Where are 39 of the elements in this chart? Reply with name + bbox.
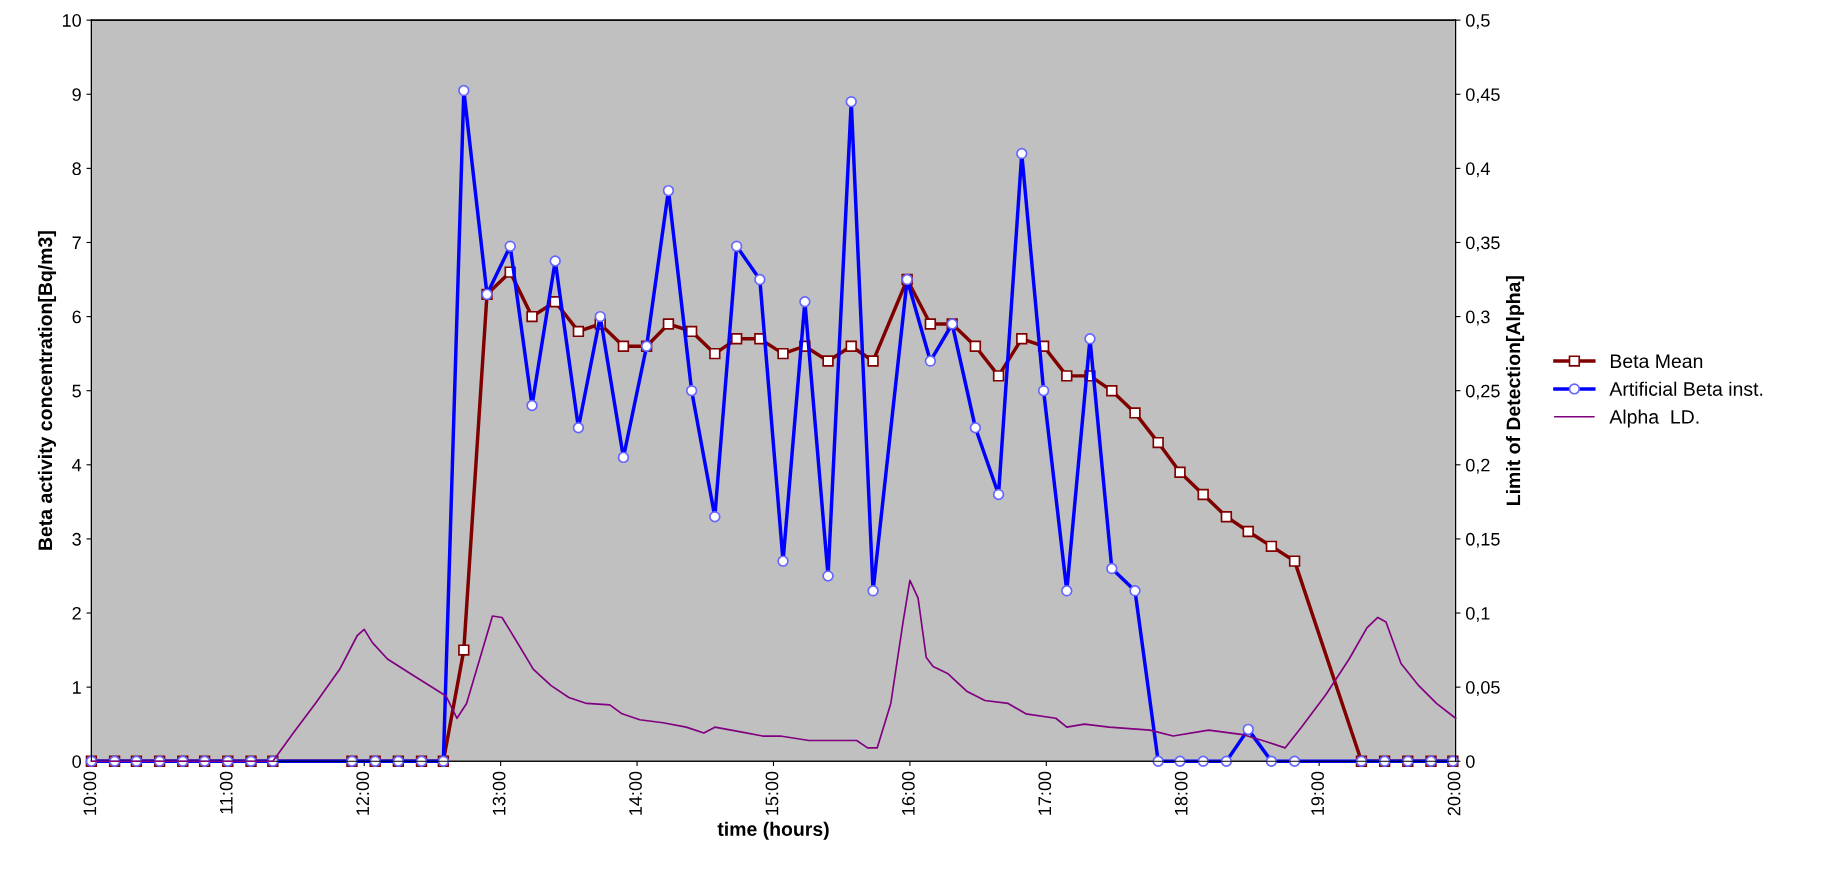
y2-tick-label: 0,15 [1466,532,1500,548]
y-tick-label: 3 [72,532,81,546]
y2-tick-label: 0,4 [1466,162,1490,178]
y-tick-label: 2 [72,606,81,620]
y2-tick-label: 0,3 [1466,310,1490,326]
x-tick-label: 20:00 [1447,771,1461,816]
y-tick-label: 1 [73,681,81,694]
y2-tick-label: 0,35 [1466,236,1500,252]
y-tick-label: 7 [72,236,81,250]
y2-tick-label: 0,1 [1466,606,1490,622]
x-tick-label: 16:00 [901,771,915,815]
legend-label: Beta Mean [1610,354,1703,369]
x-tick-label: 17:00 [1038,771,1052,815]
x-tick-label: 18:00 [1174,771,1188,815]
x-tick-label: 11:00 [219,771,233,814]
y-tick-label: 4 [72,458,82,472]
x-tick-label: 14:00 [629,771,642,815]
y2-tick-label: 0,45 [1466,88,1500,104]
y2-tick-label: 0,05 [1466,681,1500,696]
x-tick-label: 13:00 [492,771,506,815]
y-tick-label: 10 [62,14,81,27]
y2-tick-label: 0 [1466,755,1475,768]
y-axis-title: Beta activity concentration[Bq/m3] [37,231,57,550]
y-tick-label: 8 [72,162,81,176]
x-tick-label: 12:00 [356,771,370,815]
x-tick-label: 19:00 [1311,771,1324,815]
legend-label: Alpha LD. [1609,409,1699,428]
x-tick-label: 10:00 [83,771,97,815]
x-axis-title: time (hours) [717,821,829,840]
y-tick-label: 6 [72,310,81,324]
y-tick-label: 0 [72,755,81,768]
y2-tick-label: 0,2 [1466,458,1490,474]
y2-tick-label: 0,25 [1466,384,1500,400]
y2-axis-title: Limit of Detection[Alpha] [1505,276,1525,505]
x-tick-label: 15:00 [765,771,779,815]
y-tick-label: 9 [72,88,81,101]
y2-tick-label: 0,5 [1466,14,1490,29]
legend-label: Artificial Beta inst. [1609,381,1763,396]
y-tick-label: 5 [72,384,81,398]
